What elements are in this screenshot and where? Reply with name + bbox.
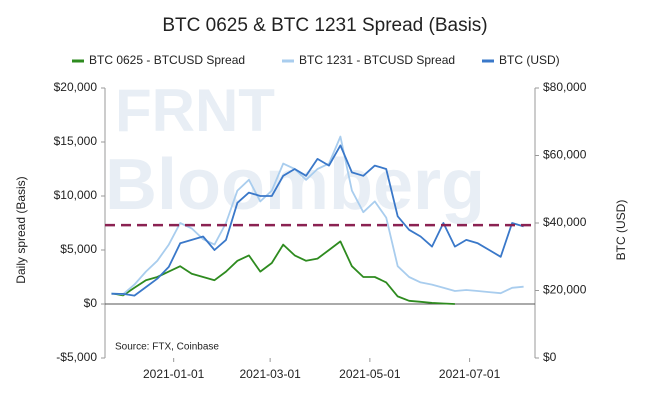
x-tick-label: 2021-05-01 <box>339 367 401 381</box>
y2-tick-label: $60,000 <box>543 148 587 162</box>
y2-tick-label: $20,000 <box>543 283 587 297</box>
watermark: Bloomberg <box>105 145 485 225</box>
legend-label: BTC 0625 - BTCUSD Spread <box>89 53 245 67</box>
legend-label: BTC 1231 - BTCUSD Spread <box>299 53 455 67</box>
y2-tick-label: $80,000 <box>543 80 587 94</box>
y-tick-label: $5,000 <box>60 242 97 256</box>
legend-label: BTC (USD) <box>499 53 560 67</box>
series-line <box>111 135 524 296</box>
series-line <box>111 240 455 305</box>
watermark: FRNT <box>115 77 275 144</box>
y2-tick-label: $0 <box>543 350 557 364</box>
y-tick-label: $10,000 <box>54 188 98 202</box>
y-axis-title: Daily spread (Basis) <box>14 176 28 283</box>
y-tick-label: $20,000 <box>54 80 98 94</box>
x-tick-label: 2021-07-01 <box>439 367 501 381</box>
y2-tick-label: $40,000 <box>543 215 587 229</box>
source-note: Source: FTX, Coinbase <box>115 342 219 353</box>
series-line <box>111 144 524 297</box>
y-tick-label: $0 <box>84 296 98 310</box>
chart-title: BTC 0625 & BTC 1231 Spread (Basis) <box>162 15 487 36</box>
x-tick-label: 2021-01-01 <box>143 367 205 381</box>
y-tick-label: -$5,000 <box>56 350 97 364</box>
x-tick-label: 2021-03-01 <box>239 367 301 381</box>
y2-axis-title: BTC (USD) <box>614 200 628 261</box>
y-tick-label: $15,000 <box>54 134 98 148</box>
